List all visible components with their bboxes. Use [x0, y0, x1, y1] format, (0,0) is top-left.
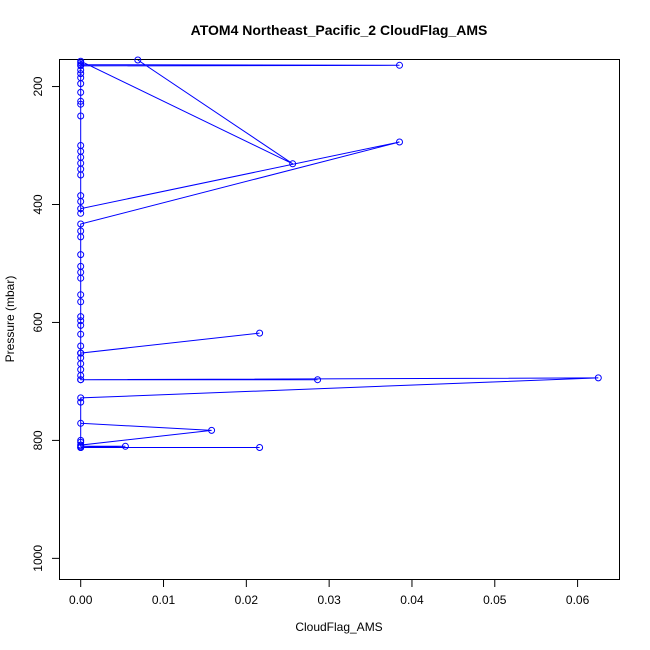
x-tick-label: 0.02 — [235, 593, 259, 607]
data-point — [289, 160, 297, 168]
data-point — [77, 330, 85, 338]
data-point — [256, 444, 264, 451]
chart-title: ATOM4 Northeast_Pacific_2 CloudFlag_AMS — [191, 22, 488, 38]
data-point — [77, 66, 85, 74]
x-tick-label: 0.06 — [566, 593, 590, 607]
data-point — [77, 97, 85, 105]
data-point — [77, 291, 85, 299]
data-point — [396, 61, 403, 69]
data-point — [77, 317, 85, 325]
data-point — [77, 192, 85, 200]
y-tick-label: 1000 — [31, 545, 45, 572]
x-tick-label: 0.00 — [69, 593, 93, 607]
data-point — [77, 398, 85, 406]
y-tick-label: 400 — [31, 194, 45, 214]
data-point — [77, 209, 85, 217]
x-axis-label: CloudFlag_AMS — [295, 620, 382, 634]
x-tick-label: 0.05 — [483, 593, 507, 607]
x-tick-label: 0.01 — [152, 593, 176, 607]
plot-frame — [59, 59, 620, 580]
data-point — [77, 88, 85, 96]
data-point — [77, 349, 85, 357]
data-point — [77, 298, 85, 306]
data-point — [77, 57, 85, 65]
data-point — [314, 376, 322, 384]
y-tick-label: 800 — [31, 430, 45, 450]
data-point — [77, 220, 85, 228]
data-point — [77, 227, 85, 235]
data-point — [77, 342, 85, 350]
data-point — [134, 56, 142, 64]
series-layer — [80, 60, 599, 448]
data-point — [77, 313, 85, 321]
data-point — [208, 426, 216, 434]
x-tick-label: 0.03 — [317, 593, 341, 607]
data-point — [77, 321, 85, 329]
data-point — [77, 112, 85, 120]
data-point — [77, 419, 85, 427]
data-point — [77, 205, 85, 213]
x-axis: 0.00 0.01 0.02 0.03 0.04 0.05 0.06 — [69, 580, 590, 607]
y-tick-label: 600 — [31, 312, 45, 332]
data-point — [77, 251, 85, 259]
data-point — [77, 262, 85, 270]
data-point — [77, 376, 85, 384]
data-point — [77, 441, 85, 449]
series-line — [80, 60, 599, 448]
y-axis-label: Pressure (mbar) — [3, 276, 17, 363]
data-point — [77, 394, 85, 402]
data-point — [77, 438, 85, 446]
data-point — [77, 74, 85, 82]
data-point — [77, 100, 85, 108]
points-layer — [77, 56, 602, 451]
data-point — [396, 138, 403, 146]
x-tick-label: 0.04 — [400, 593, 424, 607]
data-point — [594, 374, 602, 382]
data-point — [256, 329, 264, 337]
data-point — [77, 70, 85, 78]
data-point — [77, 142, 85, 149]
y-axis: 200 400 600 800 1000 — [31, 76, 59, 572]
data-point — [121, 442, 129, 450]
y-tick-label: 200 — [31, 76, 45, 96]
data-point — [77, 354, 85, 362]
